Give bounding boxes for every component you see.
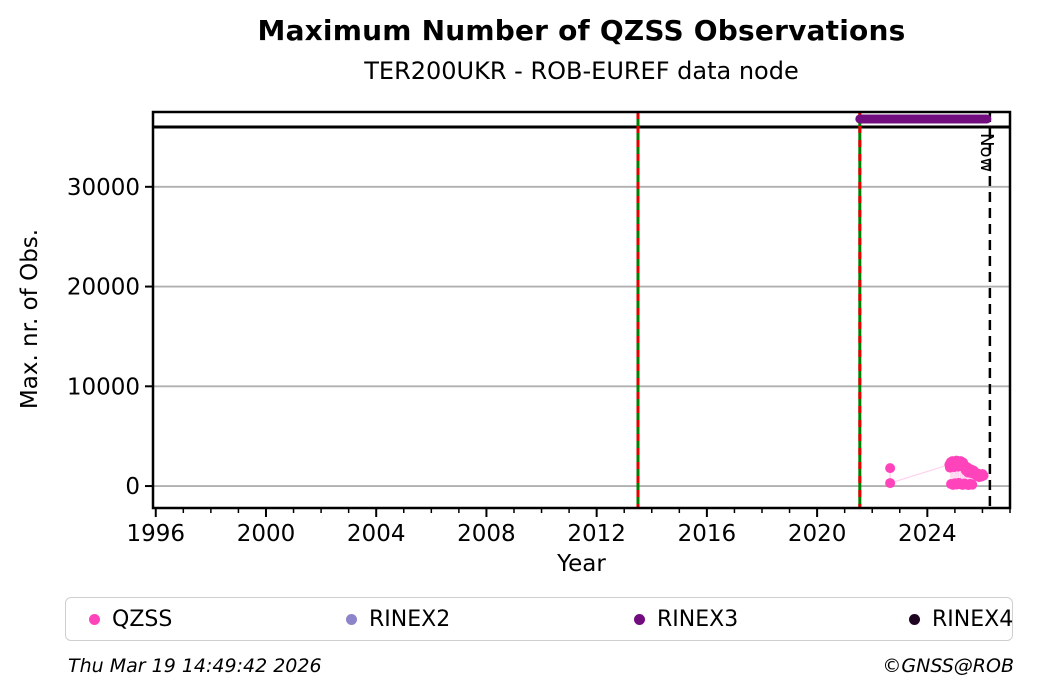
- chart-title: Maximum Number of QZSS Observations: [257, 14, 906, 47]
- legend-label: RINEX4: [932, 606, 1014, 632]
- y-axis-label: Max. nr. of Obs.: [17, 228, 43, 410]
- plot-timestamp: Thu Mar 19 14:49:42 2026: [68, 655, 322, 677]
- plot-frame: [151, 110, 1012, 510]
- x-tick-label: 2024: [898, 521, 957, 547]
- rinex3-marker-icon: [634, 613, 645, 625]
- qzss-point: [978, 470, 989, 481]
- legend-item-rinex4: RINEX4: [909, 598, 1013, 640]
- x-tick-label: 2020: [788, 521, 847, 547]
- legend-box: QZSS RINEX2 RINEX3 RINEX4: [65, 597, 1013, 641]
- legend-label: RINEX3: [657, 606, 739, 632]
- legend-label: QZSS: [112, 606, 173, 632]
- x-tick-label: 2004: [347, 521, 406, 547]
- qzss-marker-icon: [89, 613, 100, 625]
- x-tick-label: 2016: [678, 521, 737, 547]
- y-tick-label: 30000: [67, 175, 140, 201]
- qzss-point: [967, 479, 978, 490]
- x-axis-label: Year: [557, 551, 606, 577]
- qzss-point: [885, 463, 896, 474]
- x-tick-label: 1996: [126, 521, 185, 547]
- copyright-text: ©GNSS@ROB: [882, 655, 1014, 677]
- y-tick-label: 0: [125, 474, 140, 500]
- x-tick-label: 2008: [457, 521, 516, 547]
- rinex2-marker-icon: [346, 613, 357, 625]
- y-tick-label: 10000: [67, 374, 140, 400]
- legend-label: RINEX2: [369, 606, 451, 632]
- y-tick-label: 20000: [67, 275, 140, 301]
- chart-subtitle: TER200UKR - ROB-EUREF data node: [364, 57, 799, 85]
- legend-item-qzss: QZSS: [89, 598, 172, 640]
- x-tick-label: 2012: [567, 521, 626, 547]
- x-tick-label: 2000: [237, 521, 296, 547]
- qzss-point: [885, 478, 896, 489]
- now-line-label: Now: [976, 133, 997, 173]
- legend-item-rinex2: RINEX2: [346, 598, 450, 640]
- legend-item-rinex3: RINEX3: [634, 598, 738, 640]
- rinex4-marker-icon: [909, 613, 920, 625]
